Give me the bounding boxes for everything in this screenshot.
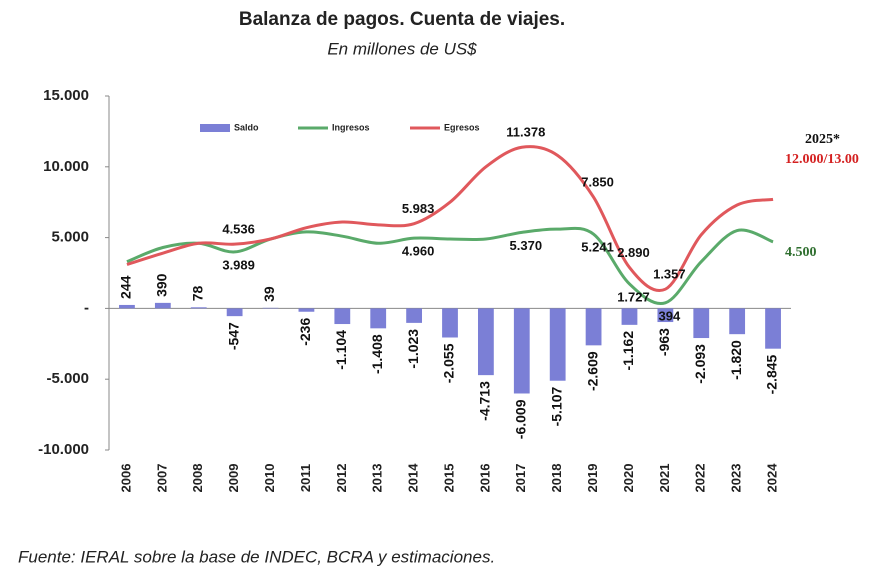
data-label: -547 <box>225 322 241 350</box>
data-label: -2.609 <box>584 351 600 391</box>
x-tick-label: 2022 <box>693 464 708 493</box>
bar <box>657 308 674 323</box>
x-tick-label: 2023 <box>729 464 744 493</box>
data-label: 1.727 <box>617 289 650 304</box>
data-label: 2.890 <box>617 245 650 260</box>
x-tick-label: 2012 <box>334 464 349 493</box>
bar <box>549 308 566 381</box>
chart-subtitle: En millones de US$ <box>327 39 477 58</box>
data-label: -2.093 <box>692 344 708 384</box>
bar <box>765 308 781 349</box>
y-tick-label: 5.000 <box>51 229 89 246</box>
data-label: 39 <box>261 286 277 302</box>
data-label: 394 <box>659 308 681 323</box>
bar <box>226 308 243 317</box>
y-tick-label: - <box>84 299 89 316</box>
bar <box>298 308 315 312</box>
line <box>126 145 774 292</box>
data-label: 244 <box>118 275 134 299</box>
y-tick-label: -5.000 <box>46 370 89 387</box>
x-tick-label: 2013 <box>370 464 385 493</box>
data-label: 78 <box>189 286 205 302</box>
x-tick-label: 2006 <box>118 464 133 493</box>
data-label: -2.845 <box>764 354 780 394</box>
x-tick-label: 2020 <box>621 464 636 493</box>
line <box>126 226 774 306</box>
data-label: 390 <box>154 273 170 297</box>
bar <box>621 308 638 325</box>
x-tick-label: 2009 <box>226 464 241 493</box>
data-label: -6.009 <box>512 399 528 439</box>
y-tick-label: 10.000 <box>43 158 89 175</box>
bar <box>513 308 530 394</box>
data-label: 5.983 <box>402 201 435 216</box>
x-tick-label: 2011 <box>298 464 313 492</box>
x-tick-label: 2017 <box>513 464 528 493</box>
bar <box>442 308 458 338</box>
bar <box>190 307 207 309</box>
legend-label: Egresos <box>444 122 480 132</box>
data-label: -1.104 <box>333 330 349 370</box>
data-label: -1.820 <box>728 340 744 380</box>
bar <box>406 308 423 323</box>
data-label: 3.989 <box>222 257 255 272</box>
data-label: 5.241 <box>581 240 614 255</box>
bar <box>154 302 171 309</box>
y-tick-label: -10.000 <box>38 441 89 458</box>
legend-label: Saldo <box>234 122 259 132</box>
legend-swatch <box>200 124 230 132</box>
chart-title: Balanza de pagos. Cuenta de viajes. <box>239 9 565 30</box>
bar <box>477 308 494 376</box>
x-tick-label: 2014 <box>406 463 421 493</box>
x-tick-label: 2016 <box>477 464 492 493</box>
data-label: -1.408 <box>369 334 385 374</box>
data-label: -236 <box>297 318 313 346</box>
data-label: 4.536 <box>222 222 255 237</box>
bar <box>370 308 387 329</box>
data-label: -1.162 <box>620 331 636 371</box>
x-tick-label: 2010 <box>262 464 277 493</box>
y-tick-label: 15.000 <box>43 87 89 104</box>
x-tick-label: 2018 <box>549 464 564 493</box>
data-label: 4.960 <box>402 244 435 259</box>
data-label: 11.378 <box>506 125 545 140</box>
bar <box>334 308 351 325</box>
annotation: 2025* <box>805 132 840 147</box>
x-tick-label: 2007 <box>154 464 169 493</box>
bar <box>729 308 746 335</box>
x-tick-label: 2021 <box>657 464 672 493</box>
bar <box>693 308 710 339</box>
annotation: 12.000/13.00 <box>785 152 859 167</box>
bar <box>119 304 135 309</box>
data-label: -4.713 <box>477 381 493 421</box>
data-label: -5.107 <box>548 387 564 427</box>
annotation: 4.500 <box>785 245 817 260</box>
legend-label: Ingresos <box>332 122 370 132</box>
bar <box>262 307 279 309</box>
data-label: 5.370 <box>510 238 543 253</box>
data-label: 1.357 <box>653 267 686 282</box>
data-label: -963 <box>656 328 672 356</box>
x-tick-label: 2024 <box>764 463 779 493</box>
data-label: 7.850 <box>581 175 614 190</box>
x-tick-label: 2015 <box>441 464 456 493</box>
data-label: -2.055 <box>441 343 457 383</box>
x-tick-label: 2019 <box>585 464 600 493</box>
x-tick-label: 2008 <box>190 464 205 493</box>
source: Fuente: IERAL sobre la base de INDEC, BC… <box>18 547 495 566</box>
bar <box>585 308 602 346</box>
data-label: -1.023 <box>405 329 421 369</box>
